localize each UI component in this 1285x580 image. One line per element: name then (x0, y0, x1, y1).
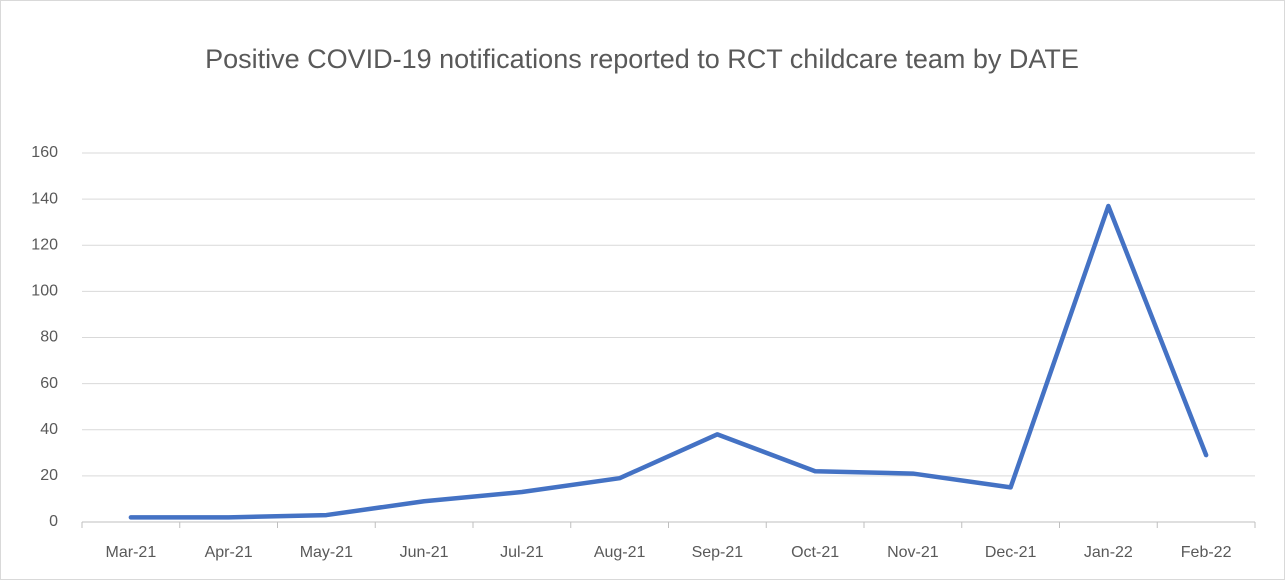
x-tick-label: Apr-21 (205, 544, 253, 561)
y-tick-label: 120 (31, 236, 58, 253)
y-tick-label: 20 (40, 467, 58, 484)
data-line (128, 203, 1209, 520)
x-tick-label: Sep-21 (692, 544, 744, 561)
y-tick-label: 160 (31, 144, 58, 161)
x-tick-label: Nov-21 (887, 544, 939, 561)
x-tick-label: Oct-21 (791, 544, 839, 561)
y-tick-label: 140 (31, 190, 58, 207)
x-tick-label: Mar-21 (106, 544, 157, 561)
x-tick-label: Jun-21 (400, 544, 449, 561)
x-tick-label: Dec-21 (985, 544, 1037, 561)
chart-title: Positive COVID-19 notifications reported… (205, 44, 1079, 74)
y-tick-label: 40 (40, 421, 58, 438)
x-tick-label: Feb-22 (1181, 544, 1232, 561)
y-tick-label: 100 (31, 283, 58, 300)
y-tick-label: 60 (40, 375, 58, 392)
x-tick-label: Aug-21 (594, 544, 646, 561)
y-tick-label: 0 (49, 513, 58, 530)
x-tick-label: Jan-22 (1084, 544, 1133, 561)
y-tick-label: 80 (40, 329, 58, 346)
x-tick-label: May-21 (300, 544, 353, 561)
x-tick-label: Jul-21 (500, 544, 544, 561)
